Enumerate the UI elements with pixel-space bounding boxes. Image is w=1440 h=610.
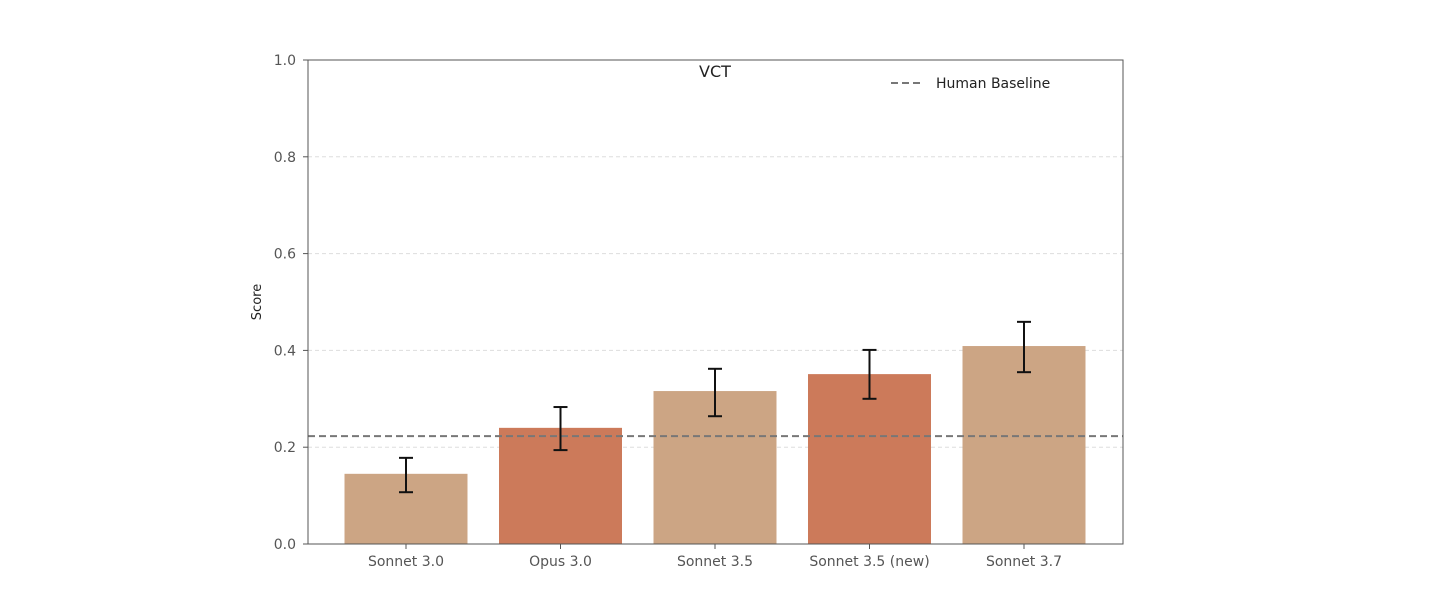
chart-title: VCT (699, 62, 731, 81)
y-tick-label: 0.6 (274, 247, 296, 263)
y-tick-label: 0.4 (274, 343, 296, 359)
legend-label-human-baseline: Human Baseline (936, 76, 1050, 92)
y-tick-label: 0.8 (274, 150, 296, 166)
y-tick-label: 1.0 (274, 53, 296, 69)
bar (808, 374, 931, 544)
y-axis-label: Score (250, 284, 265, 320)
y-tick-label: 0.0 (274, 537, 296, 553)
x-tick-label: Sonnet 3.7 (986, 554, 1062, 570)
x-tick-label: Sonnet 3.0 (368, 554, 444, 570)
x-tick-label: Sonnet 3.5 (677, 554, 753, 570)
y-tick-label: 0.2 (274, 440, 296, 456)
legend: Human Baseline (891, 76, 1050, 92)
x-tick-label: Opus 3.0 (529, 554, 592, 570)
x-tick-label: Sonnet 3.5 (new) (809, 554, 929, 570)
bar (962, 346, 1086, 544)
